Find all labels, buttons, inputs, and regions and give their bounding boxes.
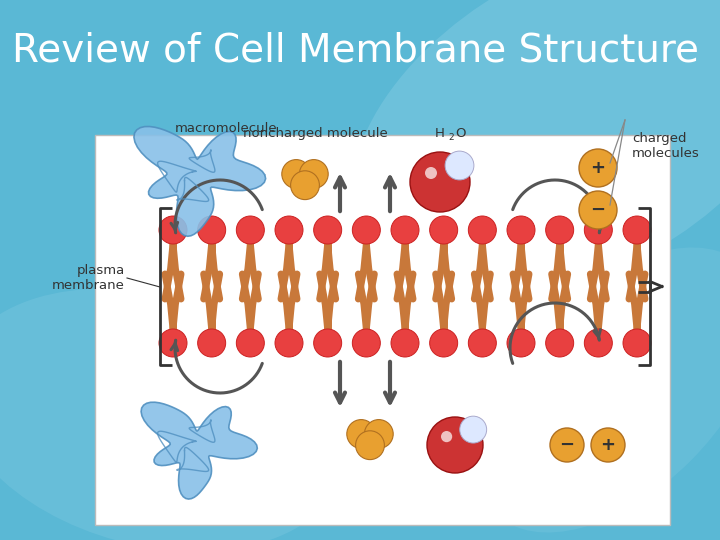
Text: plasma
membrane: plasma membrane bbox=[52, 264, 125, 292]
Circle shape bbox=[291, 171, 320, 200]
Text: O: O bbox=[455, 127, 466, 140]
Circle shape bbox=[585, 329, 612, 357]
Circle shape bbox=[550, 428, 584, 462]
Circle shape bbox=[507, 329, 535, 357]
Text: noncharged molecule: noncharged molecule bbox=[243, 127, 387, 140]
Circle shape bbox=[198, 329, 225, 357]
Text: −: − bbox=[590, 201, 606, 219]
Circle shape bbox=[282, 160, 310, 188]
Circle shape bbox=[468, 216, 496, 244]
Circle shape bbox=[430, 329, 458, 357]
Circle shape bbox=[198, 216, 225, 244]
Polygon shape bbox=[134, 126, 266, 237]
Circle shape bbox=[585, 216, 612, 244]
Circle shape bbox=[352, 216, 380, 244]
Text: Review of Cell Membrane Structure: Review of Cell Membrane Structure bbox=[12, 31, 699, 69]
Circle shape bbox=[356, 431, 384, 460]
Circle shape bbox=[579, 149, 617, 187]
Circle shape bbox=[425, 167, 437, 179]
Circle shape bbox=[546, 329, 574, 357]
Circle shape bbox=[236, 216, 264, 244]
Circle shape bbox=[352, 329, 380, 357]
Circle shape bbox=[623, 216, 651, 244]
Circle shape bbox=[347, 420, 376, 448]
Circle shape bbox=[236, 329, 264, 357]
Circle shape bbox=[410, 152, 470, 212]
Circle shape bbox=[591, 428, 625, 462]
Circle shape bbox=[275, 216, 303, 244]
Circle shape bbox=[159, 329, 187, 357]
Text: 2: 2 bbox=[448, 133, 454, 142]
Circle shape bbox=[314, 329, 342, 357]
Ellipse shape bbox=[0, 289, 346, 540]
Circle shape bbox=[391, 216, 419, 244]
Ellipse shape bbox=[477, 247, 720, 532]
Polygon shape bbox=[141, 402, 257, 499]
Text: −: − bbox=[559, 436, 575, 454]
Circle shape bbox=[468, 329, 496, 357]
Circle shape bbox=[430, 216, 458, 244]
Circle shape bbox=[427, 417, 483, 473]
Circle shape bbox=[441, 431, 452, 442]
Circle shape bbox=[579, 191, 617, 229]
Circle shape bbox=[159, 216, 187, 244]
Text: charged
molecules: charged molecules bbox=[632, 132, 700, 160]
Circle shape bbox=[546, 216, 574, 244]
Text: +: + bbox=[600, 436, 616, 454]
Circle shape bbox=[275, 329, 303, 357]
Text: +: + bbox=[590, 159, 606, 177]
Circle shape bbox=[391, 329, 419, 357]
Ellipse shape bbox=[351, 0, 720, 300]
Text: macromolecule: macromolecule bbox=[175, 122, 278, 135]
Circle shape bbox=[445, 151, 474, 180]
Circle shape bbox=[623, 329, 651, 357]
Circle shape bbox=[460, 416, 487, 443]
Text: H: H bbox=[435, 127, 445, 140]
Circle shape bbox=[314, 216, 342, 244]
FancyBboxPatch shape bbox=[95, 135, 670, 525]
Circle shape bbox=[507, 216, 535, 244]
Circle shape bbox=[300, 160, 328, 188]
Circle shape bbox=[364, 420, 393, 448]
